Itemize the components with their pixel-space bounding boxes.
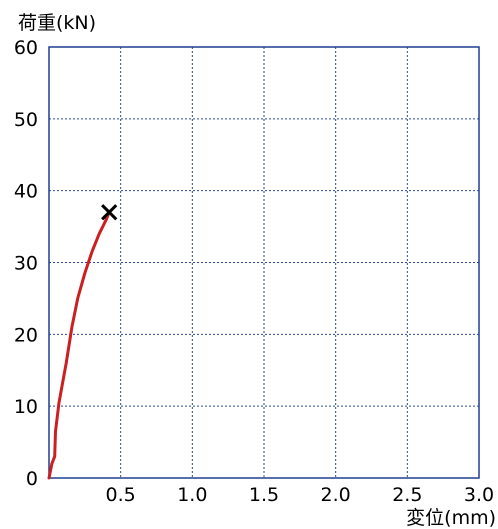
x-tick-labels: 0.5 1.0 1.5 2.0 2.5 3.0 — [106, 484, 495, 506]
x-tick-label: 2.5 — [392, 484, 422, 506]
y-tick-label: 0 — [26, 468, 38, 490]
failure-marker-stroke — [101, 204, 118, 221]
x-tick-label: 2.0 — [321, 484, 351, 506]
y-tick-label: 40 — [14, 181, 38, 203]
y-tick-labels: 0 10 20 30 40 50 60 — [14, 37, 38, 490]
x-axis-title: 変位(mm) — [406, 507, 496, 529]
x-tick-label: 1.5 — [249, 484, 279, 506]
y-tick-label: 20 — [14, 324, 38, 346]
x-tick-label: 1.0 — [177, 484, 207, 506]
y-axis-title: 荷重(kN) — [18, 12, 96, 34]
plot-frame — [48, 46, 480, 479]
failure-marker — [101, 204, 118, 221]
x-tick-label: 0.5 — [106, 484, 136, 506]
y-tick-label: 30 — [14, 253, 38, 275]
y-tick-label: 60 — [14, 37, 38, 59]
grid — [49, 47, 479, 478]
y-tick-label: 10 — [14, 396, 38, 418]
x-tick-label: 3.0 — [464, 484, 494, 506]
series-line — [47, 210, 111, 480]
y-tick-label: 50 — [14, 109, 38, 131]
